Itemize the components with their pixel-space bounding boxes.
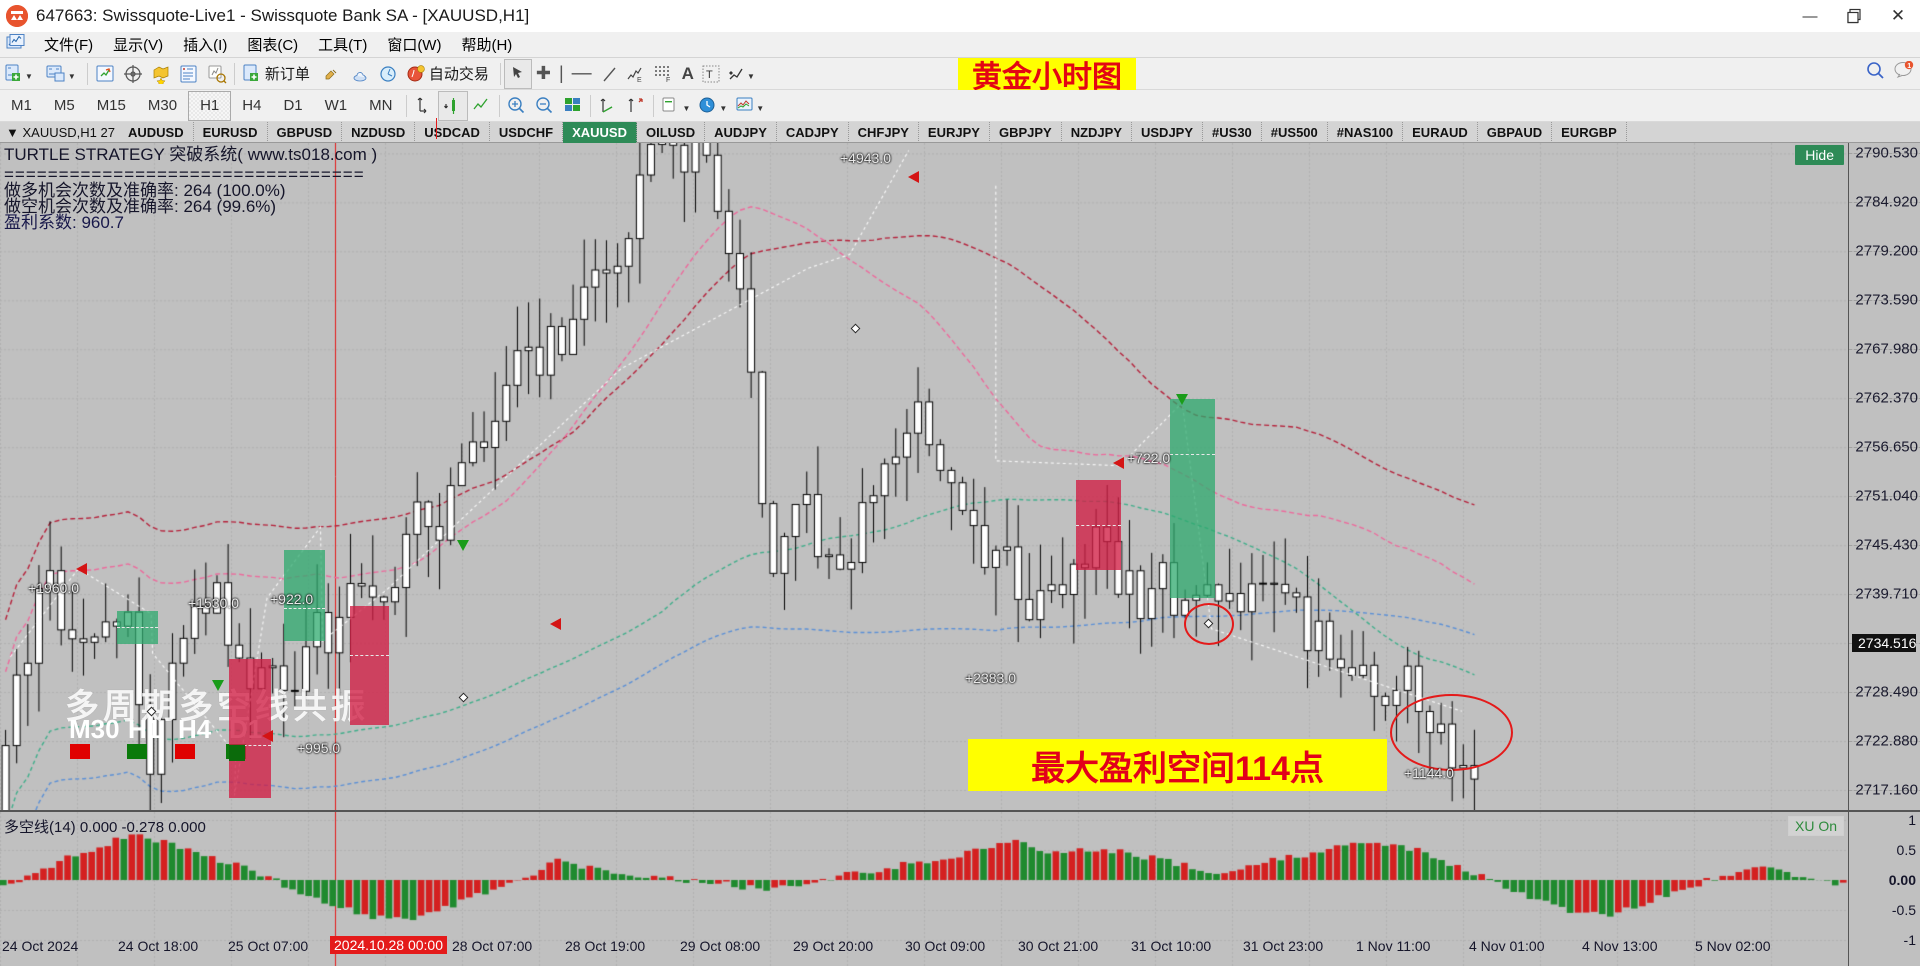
- svg-text:F: F: [666, 77, 670, 83]
- svg-text:T: T: [706, 69, 713, 81]
- svg-text:1: 1: [1907, 63, 1911, 70]
- svg-text:E: E: [637, 77, 642, 83]
